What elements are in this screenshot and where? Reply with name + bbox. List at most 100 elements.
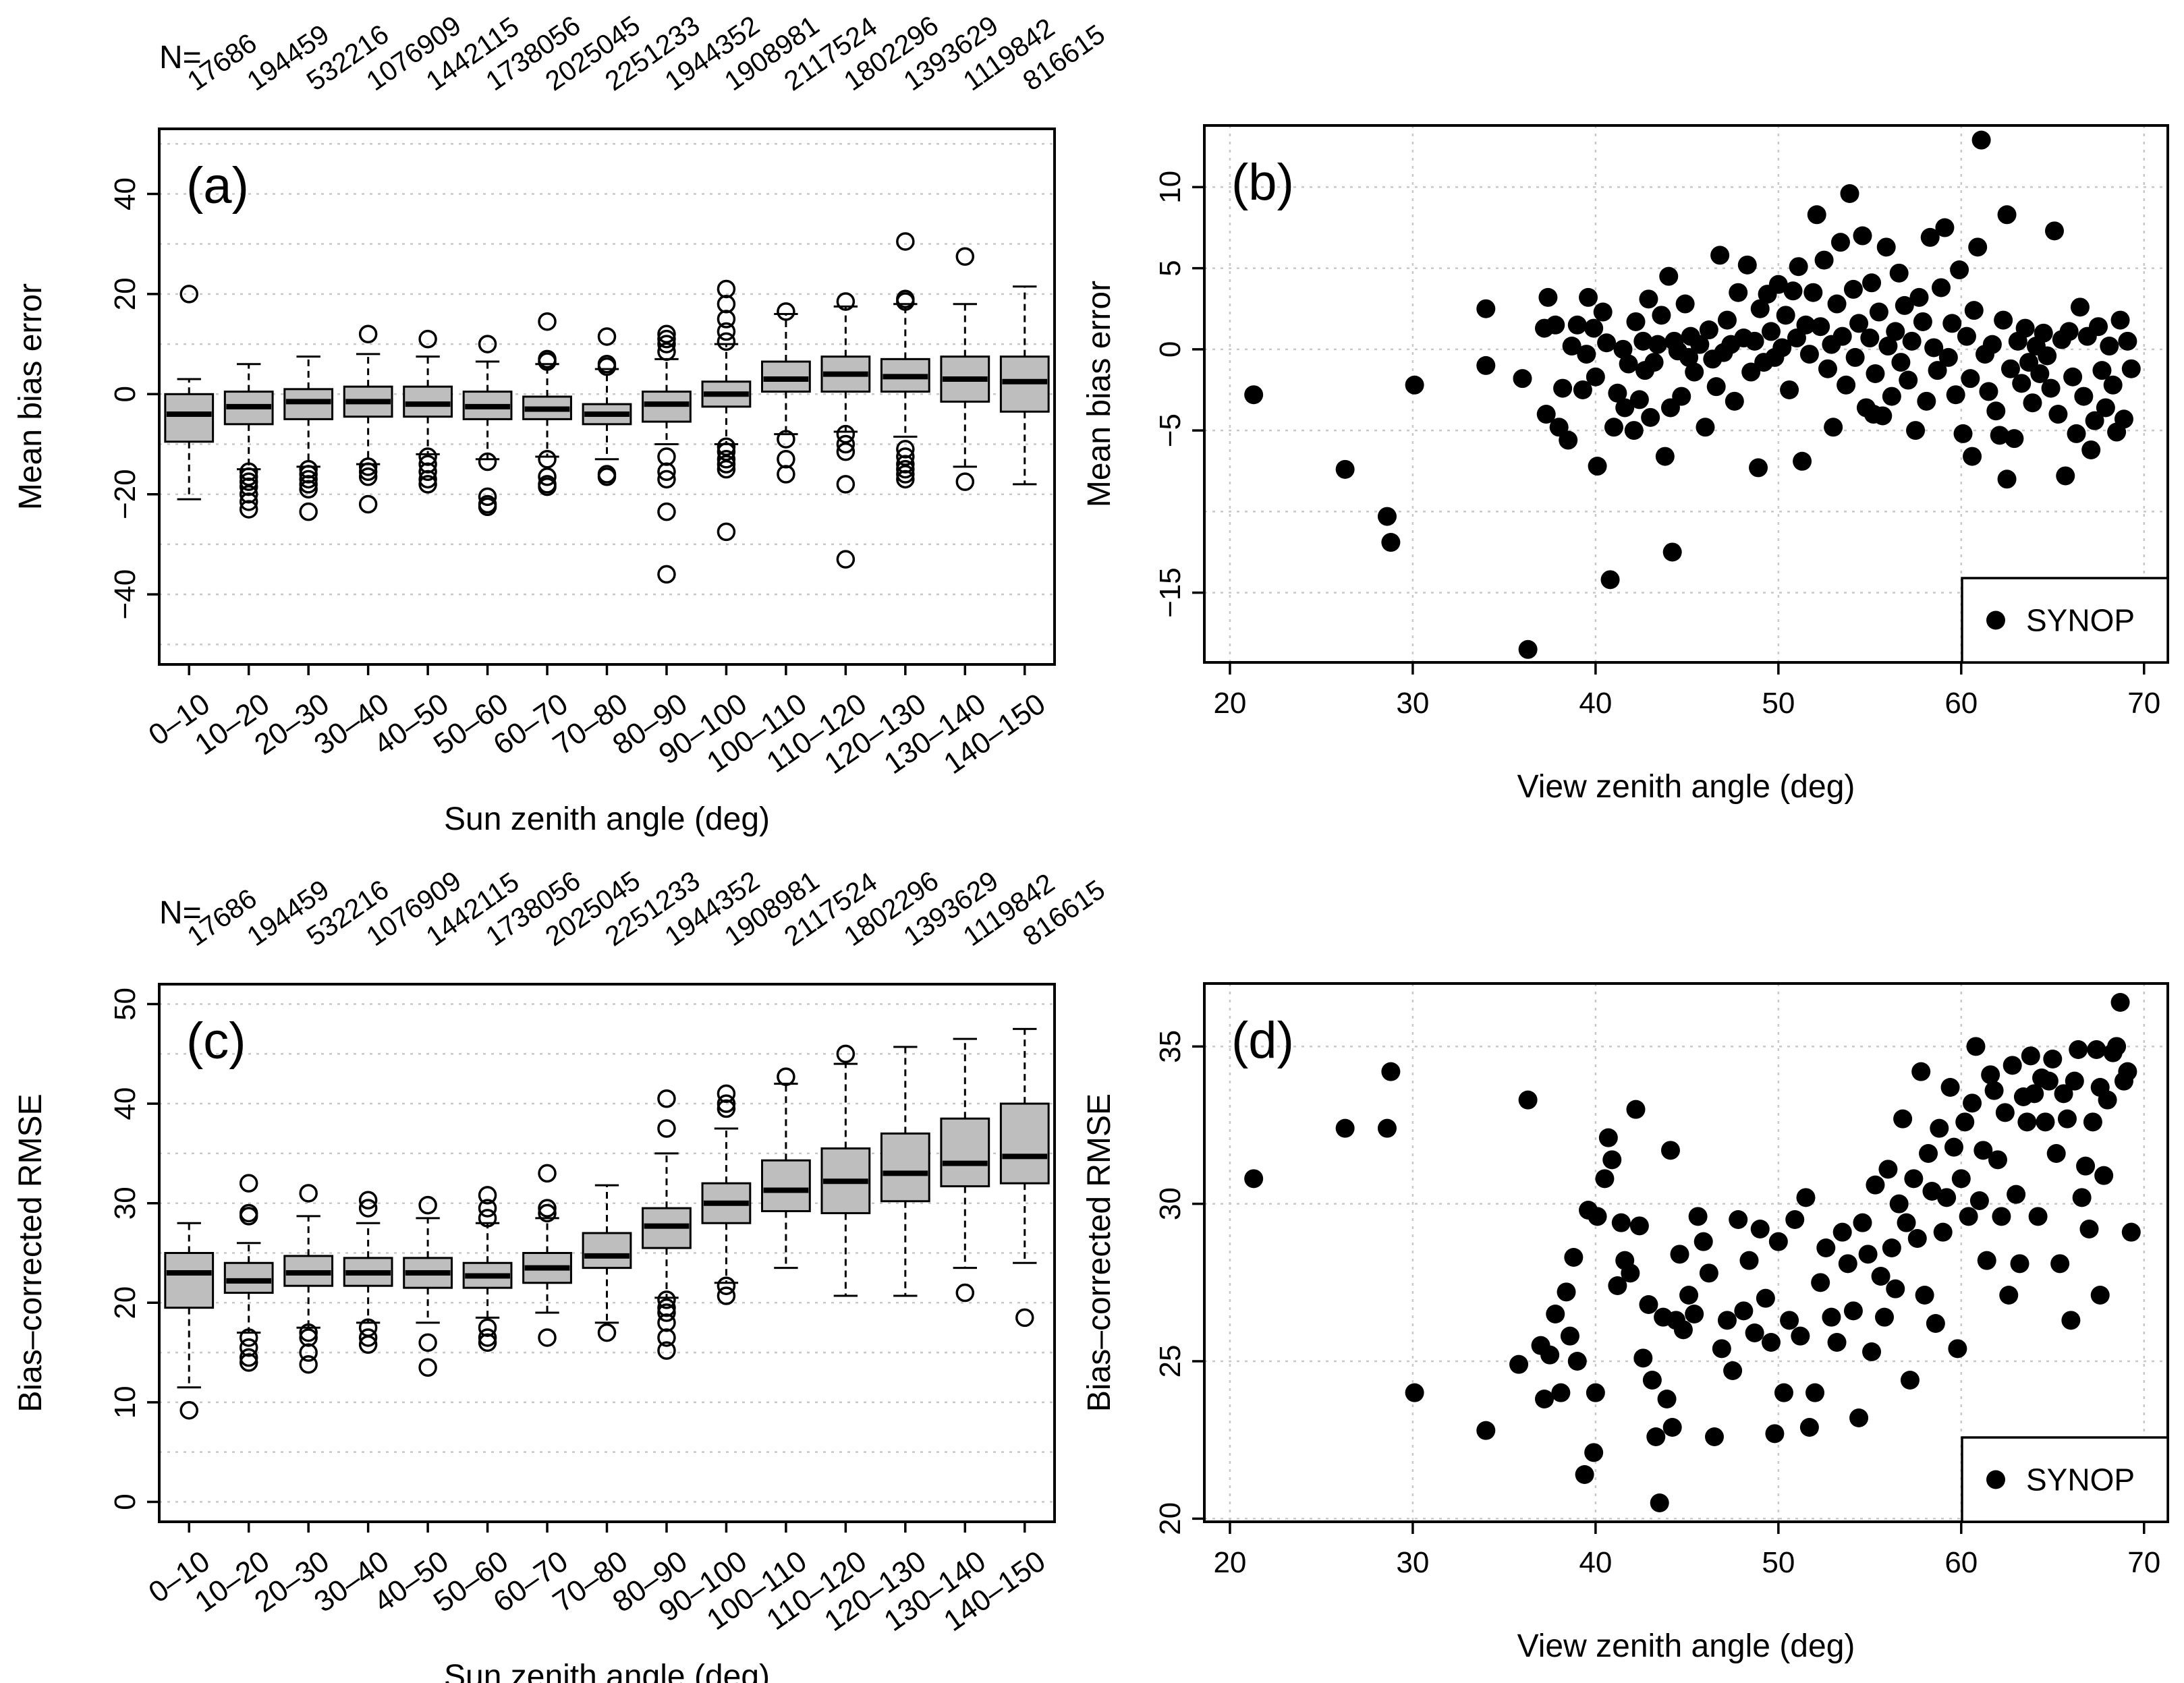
outlier-point xyxy=(717,1084,736,1104)
scatter-point xyxy=(1705,1427,1724,1446)
scatter-point xyxy=(1575,1465,1594,1484)
outlier-point xyxy=(299,502,318,521)
scatter-point xyxy=(1837,375,1856,395)
scatter-point xyxy=(2096,398,2115,418)
scatter-point xyxy=(1853,1213,1872,1232)
outlier-point xyxy=(657,342,676,361)
scatter-point xyxy=(1377,1118,1397,1138)
scatter-point xyxy=(2034,323,2053,343)
scatter-point xyxy=(1642,1371,1662,1390)
scatter-point xyxy=(2087,1040,2106,1059)
scatter-point xyxy=(1626,312,1646,331)
scatter-point xyxy=(1907,1229,1927,1248)
outlier-point xyxy=(657,1313,676,1332)
scatter-point xyxy=(1597,333,1617,353)
scatter-point xyxy=(2118,1062,2137,1081)
outlier-point xyxy=(418,1195,437,1215)
scatter-point xyxy=(1982,335,2002,354)
outlier-point xyxy=(299,1328,318,1347)
scatter-point xyxy=(1959,1207,1978,1226)
outlier-point xyxy=(478,1333,497,1352)
outlier-point xyxy=(777,430,795,449)
scatter-point xyxy=(1626,1100,1646,1119)
n-prefix: N= xyxy=(159,895,202,931)
scatter-point xyxy=(2110,310,2130,330)
outlier-point xyxy=(239,1328,258,1347)
outlier-point xyxy=(597,1323,617,1342)
scatter-point xyxy=(1893,1109,1913,1129)
outlier-point xyxy=(717,437,736,456)
outlier-point xyxy=(657,1119,676,1138)
scatter-point xyxy=(1913,312,1932,331)
outlier-point xyxy=(717,455,736,474)
scatter-point xyxy=(1685,1305,1704,1323)
plot-frame xyxy=(1203,124,2169,664)
x-tick-label: 20 xyxy=(1213,687,1246,720)
outlier-point xyxy=(836,442,856,461)
scatter-point xyxy=(1783,281,1803,301)
scatter-point xyxy=(1588,1207,1607,1226)
box-iqr xyxy=(940,1117,990,1188)
outlier-point xyxy=(478,497,497,517)
scatter-point xyxy=(1889,1194,1909,1214)
box-iqr xyxy=(164,1252,215,1309)
outlier-point xyxy=(657,1290,676,1309)
scatter-point xyxy=(1693,1232,1713,1251)
scatter-point xyxy=(1928,361,1947,380)
scatter-point xyxy=(2048,405,2068,424)
scatter-point xyxy=(1725,391,1744,411)
scatter-point xyxy=(1536,405,1556,424)
scatter-point xyxy=(1608,383,1627,403)
scatter-point xyxy=(1660,1141,1680,1160)
scatter-point xyxy=(1551,1383,1571,1402)
scatter-point xyxy=(1964,301,1984,320)
outlier-point xyxy=(478,335,497,353)
scatter-point xyxy=(1762,1333,1781,1352)
scatter-point xyxy=(1862,1342,1882,1361)
outlier-point xyxy=(299,1355,318,1374)
x-tick-label: 20 xyxy=(1213,1546,1246,1579)
scatter-point xyxy=(1926,1314,1945,1333)
scatter-point xyxy=(1710,246,1730,265)
scatter-point xyxy=(1611,1213,1631,1232)
scatter-point xyxy=(2110,993,2130,1012)
scatter-point xyxy=(1244,1169,1264,1189)
scatter-point xyxy=(1745,331,1764,351)
outlier-point xyxy=(955,1283,975,1303)
scatter-point xyxy=(2041,378,2061,398)
outlier-point xyxy=(358,467,378,486)
scatter-point xyxy=(1866,364,1885,383)
x-axis-title: View zenith angle (deg) xyxy=(1517,1628,1855,1664)
scatter-point xyxy=(1942,314,1962,333)
outlier-point xyxy=(478,487,497,507)
scatter-point xyxy=(1567,1352,1587,1371)
scatter-point xyxy=(1984,1081,2004,1100)
scatter-point xyxy=(1886,322,1905,341)
scatter-point xyxy=(1377,507,1397,526)
scatter-point xyxy=(1600,570,1620,590)
scatter-point xyxy=(2056,466,2075,486)
outlier-point xyxy=(358,462,378,482)
scatter-point xyxy=(2085,411,2104,430)
outlier-point xyxy=(538,1203,557,1223)
scatter-point xyxy=(2094,1166,2114,1185)
x-tick-label: 50 xyxy=(1762,1546,1795,1579)
scatter-point xyxy=(1535,1390,1554,1408)
outlier-point xyxy=(239,1348,258,1367)
scatter-point xyxy=(1670,1245,1689,1264)
scatter-point xyxy=(1920,227,1940,247)
outlier-point xyxy=(538,450,557,469)
scatter-point xyxy=(1662,1418,1682,1437)
outlier-point xyxy=(418,1333,437,1352)
box-iqr xyxy=(880,1132,930,1203)
scatter-point xyxy=(1335,1118,1355,1138)
scatter-point xyxy=(1750,1220,1770,1238)
scatter-point xyxy=(1803,283,1823,302)
scatter-point xyxy=(2045,221,2064,241)
scatter-point xyxy=(1518,1090,1538,1110)
scatter-point xyxy=(1968,237,1988,257)
outlier-point xyxy=(836,424,856,444)
scatter-point xyxy=(1899,370,1918,390)
outlier-point xyxy=(717,310,736,329)
outlier-point xyxy=(358,1199,378,1218)
